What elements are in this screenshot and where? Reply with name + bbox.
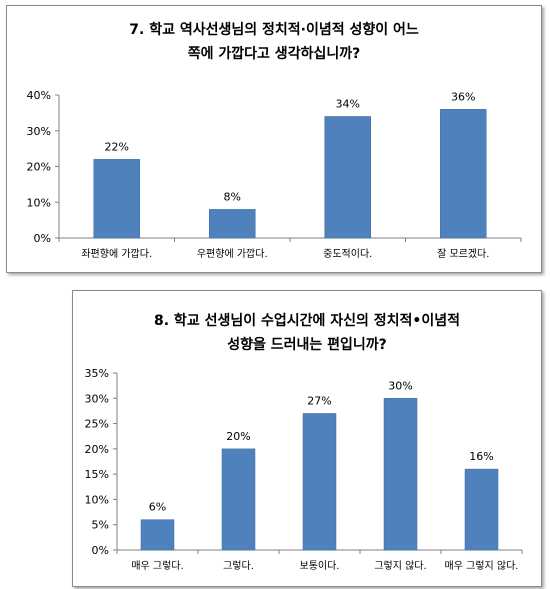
category-label: 매우 그렇지 않다. bbox=[445, 559, 519, 572]
category-label: 우편향에 가깝다. bbox=[197, 248, 268, 260]
chart-title-line: 7. 학교 역사선생님의 정치적·이념적 성향이 어느 bbox=[129, 22, 419, 38]
category-label: 보통이다. bbox=[300, 560, 340, 572]
data-label: 30% bbox=[388, 379, 412, 392]
category-label: 매우 그렇다. bbox=[131, 559, 183, 572]
category-label: 잘 모르겠다. bbox=[437, 248, 489, 260]
y-tick-label: 40% bbox=[27, 89, 51, 102]
category-label: 중도적이다. bbox=[323, 248, 372, 260]
bar bbox=[140, 519, 175, 551]
data-label: 27% bbox=[307, 394, 331, 407]
bar bbox=[464, 468, 499, 551]
category-label: 그렇다. bbox=[223, 559, 254, 572]
y-tick-label: 30% bbox=[85, 392, 109, 405]
data-label: 36% bbox=[451, 90, 475, 103]
chart-title-q7: 7. 학교 역사선생님의 정치적·이념적 성향이 어느 쪽에 가깝다고 생각하십… bbox=[7, 18, 541, 66]
bar bbox=[209, 209, 256, 239]
y-tick-label: 20% bbox=[27, 161, 51, 174]
data-label: 16% bbox=[469, 450, 493, 463]
chart-title-q8: 8. 학교 선생님이 수업시간에 자신의 정치적•이념적 성향을 드러내는 편입… bbox=[73, 309, 541, 357]
y-tick-label: 20% bbox=[85, 443, 109, 456]
chart-panel-q8: 8. 학교 선생님이 수업시간에 자신의 정치적•이념적 성향을 드러내는 편입… bbox=[72, 290, 542, 587]
bar bbox=[383, 398, 418, 551]
y-tick-label: 25% bbox=[85, 418, 109, 431]
y-tick-label: 10% bbox=[85, 493, 109, 506]
bar bbox=[221, 448, 256, 551]
category-label: 좌편향에 가깝다. bbox=[81, 248, 152, 260]
y-tick-label: 10% bbox=[27, 196, 51, 209]
chart-title-line: 쪽에 가깝다고 생각하십니까? bbox=[187, 46, 361, 62]
y-tick-label: 0% bbox=[92, 544, 109, 557]
bar bbox=[302, 413, 337, 551]
data-label: 34% bbox=[336, 97, 360, 110]
category-label: 그렇지 않다. bbox=[374, 559, 426, 572]
bar bbox=[440, 109, 487, 239]
bar-chart-q7: 0% 10% 20% 30% 40% 22% 좌편향에 가깝다. 8% 우편향에 가깝다. 34%… bbox=[27, 89, 522, 260]
data-label: 20% bbox=[226, 430, 250, 443]
y-tick-label: 5% bbox=[92, 519, 109, 532]
chart-title-line: 성향을 드러내는 편입니까? bbox=[227, 337, 387, 353]
data-label: 6% bbox=[149, 501, 166, 514]
chart-panel-q7: 7. 학교 역사선생님의 정치적·이념적 성향이 어느 쪽에 가깝다고 생각하십… bbox=[6, 5, 542, 273]
data-label: 8% bbox=[224, 190, 241, 203]
y-tick-label: 0% bbox=[34, 232, 51, 245]
bar-chart-q8: 0% 5% 10% 15% 20% 25% 30% 35% 6% 매우 그렇다. 20% 그렇다. 27… bbox=[85, 367, 523, 572]
data-label: 22% bbox=[105, 140, 129, 153]
chart-title-line: 8. 학교 선생님이 수업시간에 자신의 정치적•이념적 bbox=[154, 313, 460, 329]
bar bbox=[93, 159, 140, 239]
y-tick-label: 35% bbox=[85, 367, 109, 380]
y-tick-label: 30% bbox=[27, 125, 51, 138]
y-tick-label: 15% bbox=[85, 468, 109, 481]
bar bbox=[324, 116, 371, 239]
